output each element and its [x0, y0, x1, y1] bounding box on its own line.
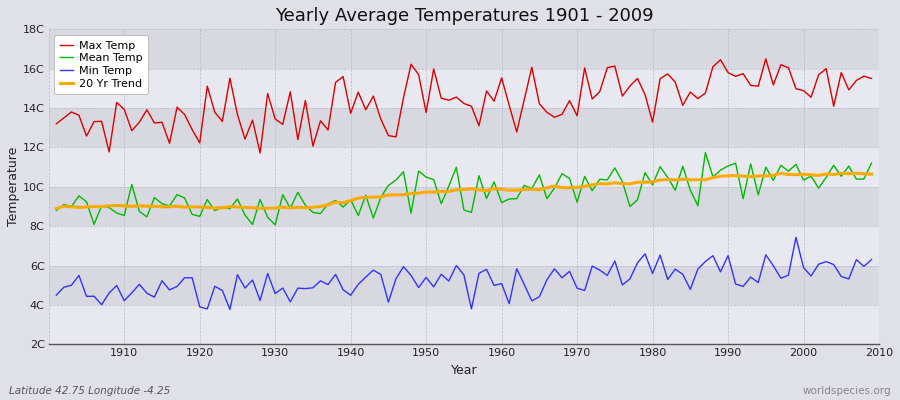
Min Temp	[285, 300, 296, 304]
Min Temp	[866, 257, 877, 262]
20 Yr Trend	[112, 203, 122, 208]
X-axis label: Year: Year	[451, 364, 477, 377]
Min Temp	[594, 268, 605, 272]
Legend: Max Temp, Mean Temp, Min Temp, 20 Yr Trend: Max Temp, Mean Temp, Min Temp, 20 Yr Tre…	[54, 35, 148, 94]
Mean Temp	[51, 208, 62, 213]
Min Temp	[504, 301, 515, 306]
Max Temp	[496, 76, 507, 80]
Mean Temp	[330, 198, 341, 203]
20 Yr Trend	[866, 172, 877, 176]
Line: Min Temp: Min Temp	[57, 237, 871, 309]
Min Temp	[790, 235, 801, 240]
20 Yr Trend	[489, 186, 500, 191]
Line: 20 Yr Trend: 20 Yr Trend	[57, 173, 871, 208]
Mean Temp	[285, 206, 296, 211]
Mean Temp	[112, 211, 122, 216]
Mean Temp	[594, 177, 605, 182]
Text: worldspecies.org: worldspecies.org	[803, 386, 891, 396]
Max Temp	[594, 89, 605, 94]
Mean Temp	[700, 150, 711, 155]
Max Temp	[285, 89, 296, 94]
20 Yr Trend	[496, 187, 507, 192]
20 Yr Trend	[587, 182, 598, 187]
Max Temp	[112, 100, 122, 105]
Line: Max Temp: Max Temp	[57, 59, 871, 153]
Bar	[49, 108, 879, 148]
20 Yr Trend	[851, 171, 862, 176]
Bar	[49, 69, 879, 108]
Title: Yearly Average Temperatures 1901 - 2009: Yearly Average Temperatures 1901 - 2009	[274, 7, 653, 25]
Bar	[49, 148, 879, 187]
Bar	[49, 226, 879, 266]
Max Temp	[866, 76, 877, 81]
Max Temp	[255, 151, 266, 156]
Min Temp	[496, 281, 507, 286]
Mean Temp	[504, 196, 515, 201]
Y-axis label: Temperature: Temperature	[7, 147, 20, 226]
20 Yr Trend	[51, 206, 62, 211]
Bar	[49, 187, 879, 226]
Max Temp	[51, 121, 62, 126]
Min Temp	[224, 307, 235, 312]
Bar	[49, 266, 879, 305]
Line: Mean Temp: Mean Temp	[57, 153, 871, 225]
Max Temp	[330, 80, 341, 85]
Min Temp	[330, 272, 341, 277]
Min Temp	[51, 293, 62, 298]
Mean Temp	[496, 200, 507, 205]
20 Yr Trend	[277, 205, 288, 210]
Bar	[49, 29, 879, 69]
20 Yr Trend	[322, 202, 333, 207]
Mean Temp	[270, 222, 281, 227]
Max Temp	[504, 103, 515, 108]
Max Temp	[760, 56, 771, 61]
Text: Latitude 42.75 Longitude -4.25: Latitude 42.75 Longitude -4.25	[9, 386, 170, 396]
Bar	[49, 305, 879, 344]
Mean Temp	[866, 161, 877, 166]
Min Temp	[112, 283, 122, 288]
